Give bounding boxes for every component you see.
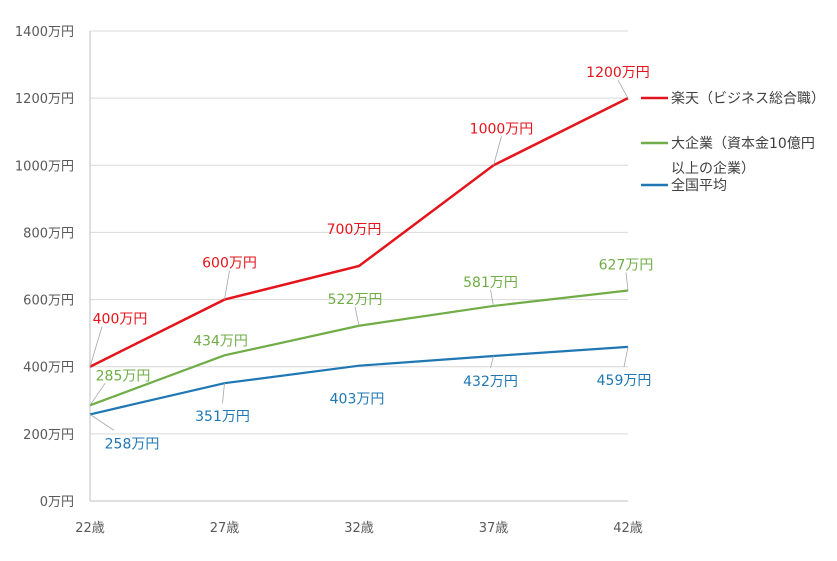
x-tick-label: 27歳 [210,521,240,536]
data-label: 581万円 [463,275,518,291]
data-label-leader [490,289,494,307]
x-tick-label: 22歳 [75,521,105,536]
data-label: 285万円 [96,368,151,384]
data-label: 1000万円 [470,121,534,137]
data-label-leader [354,306,360,326]
y-tick-label: 0万円 [40,495,74,510]
y-tick-label: 800万円 [23,226,74,241]
data-label: 403万円 [330,392,385,408]
x-tick-label: 37歳 [479,521,509,536]
data-label: 1200万円 [586,65,650,81]
data-label-leader [222,383,225,404]
data-label-leader [89,414,115,431]
y-tick-label: 600万円 [23,294,74,309]
legend-label-large-company: 大企業（資本金10億円 以上の企業） [671,135,819,177]
x-tick-label: 32歳 [344,521,374,536]
x-tick-label: 42歳 [613,521,643,536]
data-label: 700万円 [327,222,382,238]
data-label-leader [89,326,103,367]
data-label-leader [224,270,230,300]
data-label: 459万円 [597,373,652,389]
data-label: 351万円 [195,409,250,425]
y-tick-label: 1400万円 [15,25,74,40]
data-label: 434万円 [193,333,248,349]
y-tick-label: 1000万円 [15,159,74,174]
data-label-leader [89,383,106,406]
y-tick-label: 400万円 [23,361,74,376]
data-label: 627万円 [599,258,654,274]
data-label: 600万円 [202,256,257,272]
legend: 楽天（ビジネス総合職） 大企業（資本金10億円 以上の企業） 全国平均 [641,91,825,194]
data-labels: 400万円 600万円 700万円 1000万円 1200万円 285万円 434万円 522… [89,65,654,452]
data-label-leader [490,355,494,369]
data-label: 432万円 [463,374,518,390]
y-tick-label: 1200万円 [15,92,74,107]
y-tick-label: 200万円 [23,428,74,443]
data-label-leader [625,272,629,291]
data-label: 258万円 [105,436,160,452]
legend-label-national-average: 全国平均 [671,177,727,194]
data-label-leader [617,79,629,99]
data-label-leader [623,346,629,367]
legend-label-rakuten: 楽天（ビジネス総合職） [671,91,825,107]
series-line [89,345,629,416]
data-label-leader [493,136,502,166]
axes: 0万円 200万円 400万円 600万円 800万円 1000万円 1200万円 1400万… [15,25,643,536]
data-label: 522万円 [328,292,383,308]
data-label: 400万円 [93,312,148,328]
series-line [89,97,629,368]
grid-lines [90,30,628,435]
